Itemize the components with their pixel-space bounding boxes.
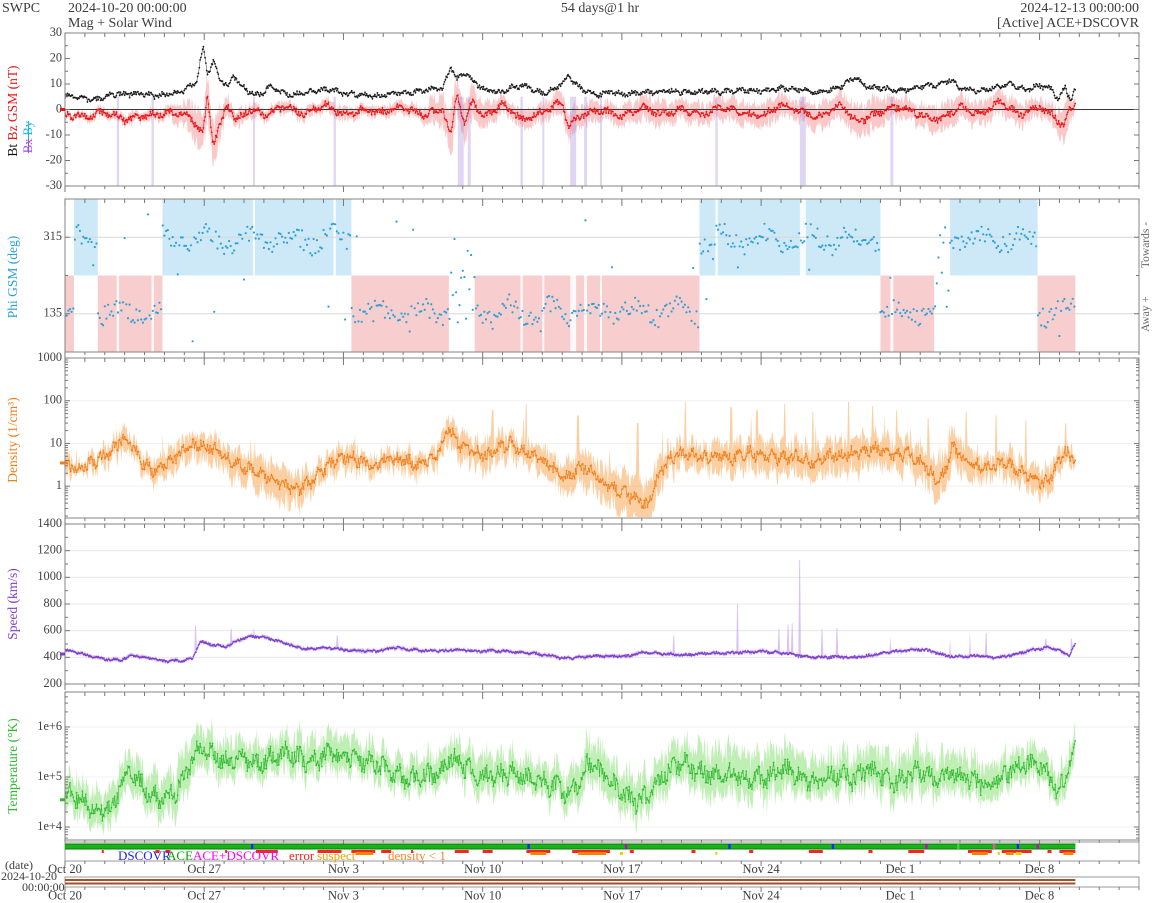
quality-mark	[1005, 852, 1014, 855]
tick-label: 100	[44, 393, 62, 407]
quality-mark	[351, 850, 376, 853]
tick-label: 1400	[37, 516, 62, 530]
tick-label: 135	[44, 306, 62, 320]
quality-mark	[411, 850, 414, 853]
date-label-row2: Dec 1	[886, 888, 916, 902]
tick-label: 400	[44, 649, 62, 663]
quality-mark	[808, 850, 823, 853]
quality-mark	[1059, 850, 1076, 853]
date-label-row1: Oct 27	[187, 862, 221, 876]
date-label-row1: Nov 17	[603, 862, 640, 876]
quality-mark	[101, 850, 104, 853]
quality-mark	[155, 850, 160, 853]
quality-mark	[908, 850, 925, 853]
quality-mark	[691, 850, 696, 853]
quality-mark	[619, 852, 623, 855]
tick-label: 0	[56, 101, 62, 115]
quality-mark	[749, 850, 754, 853]
progress-bar-top	[65, 879, 1076, 881]
quality-mark	[255, 850, 278, 853]
date-label-row2: Nov 17	[603, 888, 640, 902]
tick-label: 1000	[37, 350, 62, 364]
date-label-row1: Nov 24	[743, 862, 781, 876]
date-label-row2: Nov 24	[743, 888, 781, 902]
date-label-row1: Dec 8	[1025, 862, 1055, 876]
quality-mark	[629, 850, 634, 853]
date-label-row2: Oct 27	[187, 888, 221, 902]
data-dots	[65, 45, 1077, 103]
tick-label: 315	[44, 229, 62, 243]
quality-mark	[1047, 850, 1052, 853]
quality-mark	[381, 850, 392, 853]
date-label-row2: Oct 20	[48, 888, 82, 902]
quality-mark	[715, 852, 718, 855]
data-dots	[65, 634, 1077, 664]
quality-mark	[530, 852, 547, 855]
quality-mark	[482, 850, 493, 853]
quality-mark	[578, 852, 606, 855]
quality-mark	[165, 850, 171, 853]
tick-label: 10	[50, 435, 62, 449]
tick-label: 1e+4	[37, 819, 62, 833]
cmag-group	[65, 45, 1139, 186]
date-label-row2: Nov 10	[464, 888, 501, 902]
tick-label: 800	[44, 596, 62, 610]
quality-mark	[526, 850, 551, 853]
quality-mark	[572, 850, 610, 853]
progress-box	[64, 876, 1140, 888]
date-label-row1: Nov 10	[464, 862, 501, 876]
date-label-row2: Nov 3	[328, 888, 359, 902]
cspd-group	[65, 560, 1077, 665]
tick-label: 200	[44, 676, 62, 690]
date-label-row1: Dec 1	[886, 862, 916, 876]
source-coverage-bar	[65, 844, 1076, 849]
tick-label: -20	[46, 152, 62, 166]
quality-mark	[868, 850, 873, 853]
cden-group	[65, 401, 1077, 517]
quality-mark	[355, 852, 374, 855]
date-label-row1: Nov 3	[328, 862, 359, 876]
quality-mark	[967, 850, 992, 853]
quality-mark	[317, 850, 342, 853]
tick-label: 600	[44, 622, 62, 636]
quality-mark	[997, 852, 1000, 855]
quality-mark	[454, 850, 469, 853]
tick-label: 1200	[37, 542, 62, 556]
tick-label: 1	[56, 478, 62, 492]
date-label-row2: Dec 8	[1025, 888, 1055, 902]
tick-label: 1000	[37, 569, 62, 583]
tick-label: 1e+5	[37, 769, 62, 783]
ctmp-group	[65, 717, 1077, 837]
quality-mark	[971, 852, 988, 855]
progress-bar-bottom	[65, 882, 1076, 885]
date-label-row1: Oct 20	[48, 862, 82, 876]
quality-mark	[225, 850, 228, 853]
quality-mark	[1015, 852, 1022, 855]
tick-label: -10	[46, 127, 62, 141]
tick-label: -30	[46, 178, 62, 192]
tick-label: 10	[50, 76, 62, 90]
tick-label: 1e+6	[37, 719, 62, 733]
quality-mark	[1063, 852, 1074, 855]
quality-mark	[1001, 850, 1032, 853]
tick-label: 30	[50, 25, 62, 39]
tick-label: 20	[50, 50, 62, 64]
